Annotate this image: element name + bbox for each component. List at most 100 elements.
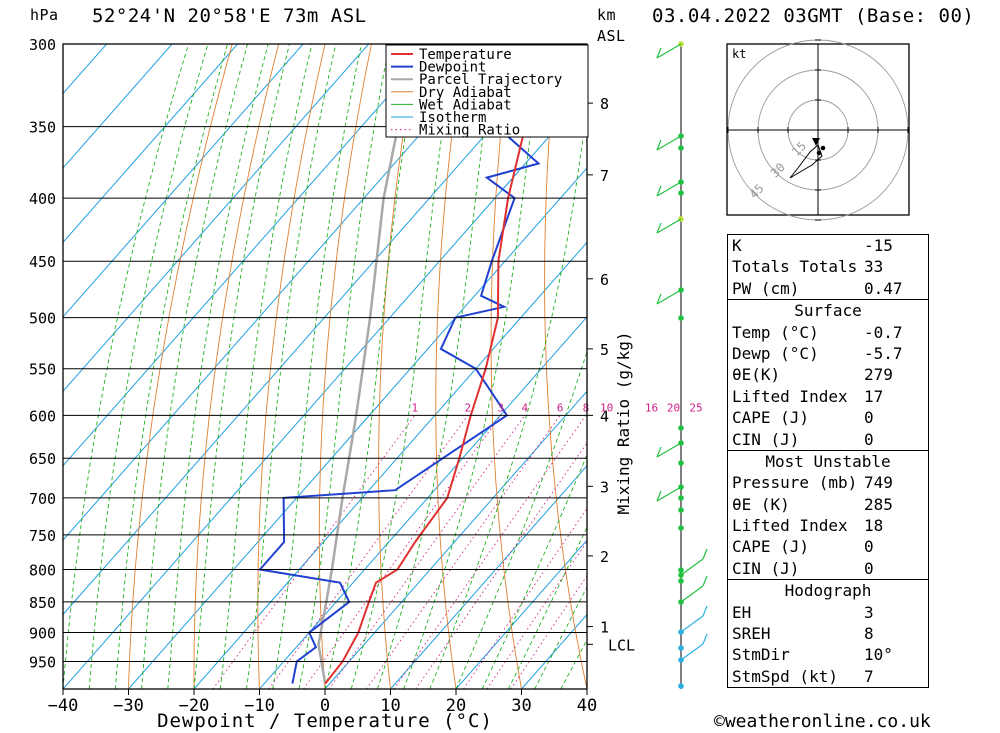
most-unstable-row: Lifted Index 18 bbox=[728, 515, 928, 536]
hodograph-row: SREH 8 bbox=[728, 623, 928, 644]
wind-level-dot bbox=[678, 460, 684, 466]
wind-level-dot bbox=[678, 578, 684, 584]
mixing-ratio-label: 8 bbox=[583, 401, 590, 414]
mixing-ratio-label: 20 bbox=[667, 401, 680, 414]
pressure-tick-label: 500 bbox=[29, 310, 56, 328]
pressure-tick-label: 350 bbox=[29, 119, 56, 137]
isotherm-line bbox=[128, 167, 587, 689]
wind-level-dot bbox=[678, 190, 684, 196]
index-value: -15 bbox=[864, 236, 893, 255]
dry-adiabat-line bbox=[128, 44, 233, 689]
dry-adiabat-line bbox=[490, 44, 522, 689]
most-unstable-row: CIN (J) 0 bbox=[728, 558, 928, 579]
plot-frame bbox=[62, 43, 588, 690]
hodograph-label: StmDir bbox=[732, 645, 790, 665]
wind-barb bbox=[656, 218, 682, 234]
wind-barb bbox=[680, 643, 704, 661]
wet-adiabat-line bbox=[403, 44, 543, 689]
x-tick-label: 20 bbox=[446, 696, 466, 716]
most-unstable-value: 0 bbox=[864, 537, 874, 557]
surface-value: 0 bbox=[864, 408, 874, 428]
x-tick-label: 40 bbox=[577, 696, 597, 716]
hodograph-row: StmDir 10° bbox=[728, 644, 928, 665]
wind-barb-flag bbox=[702, 605, 708, 617]
isotherm-line bbox=[63, 44, 369, 393]
wind-level-dot bbox=[678, 145, 684, 151]
wind-barb bbox=[656, 289, 682, 305]
height-unit-asl: ASL bbox=[597, 27, 626, 45]
wind-barb-flag bbox=[656, 185, 662, 197]
isotherm-line bbox=[63, 92, 587, 689]
mixing-ratio-label: 10 bbox=[600, 401, 613, 414]
dry-adiabat-line bbox=[257, 44, 326, 689]
datetime-title: 03.04.2022 03GMT (Base: 00) bbox=[652, 5, 975, 27]
isotherm-line bbox=[193, 241, 587, 689]
pressure-tick-label: 300 bbox=[29, 36, 56, 54]
height-km-label: 6 bbox=[600, 271, 609, 289]
surface-value: 0 bbox=[864, 429, 874, 449]
mixing-ratio-label: 1 bbox=[412, 401, 419, 414]
pressure-tick-label: 950 bbox=[29, 654, 56, 672]
isotherm-line bbox=[63, 44, 173, 169]
hodograph-title: Hodograph bbox=[784, 581, 872, 601]
hodograph-value: 7 bbox=[864, 666, 874, 686]
surface-label: θE(K) bbox=[732, 365, 781, 385]
wet-adiabat-line bbox=[481, 453, 587, 689]
wind-level-dot bbox=[678, 315, 684, 321]
mixing-ratio-label: 4 bbox=[521, 401, 528, 414]
isotherm-line bbox=[63, 44, 435, 467]
isotherm-line bbox=[390, 464, 587, 689]
hodograph-value: 8 bbox=[864, 624, 874, 644]
isotherm-line bbox=[324, 390, 587, 689]
pressure-tick-label: 550 bbox=[29, 361, 56, 379]
most-unstable-row: CAPE (J) 0 bbox=[728, 536, 928, 557]
legend-label: Dewpoint bbox=[419, 60, 486, 76]
height-km-label: 8 bbox=[600, 95, 609, 113]
most-unstable-label: CAPE (J) bbox=[732, 537, 810, 557]
surface-label: Lifted Index bbox=[732, 386, 848, 406]
wind-barb-flag bbox=[702, 575, 708, 587]
legend-label: Mixing Ratio bbox=[419, 123, 520, 139]
index-row: Totals Totals 33 bbox=[728, 256, 928, 277]
height-km-label: 2 bbox=[600, 548, 609, 566]
mixing-ratio-line bbox=[212, 415, 416, 689]
isotherm-line bbox=[63, 44, 304, 318]
wind-level-dot bbox=[678, 425, 684, 431]
wind-barb-flag bbox=[656, 446, 662, 458]
pressure-tick-label: 800 bbox=[29, 561, 56, 579]
wet-adiabat-line bbox=[350, 44, 457, 689]
surface-label: Temp (°C) bbox=[732, 322, 819, 342]
index-label: Totals Totals bbox=[732, 257, 858, 277]
mixing-ratio-label: 16 bbox=[645, 401, 658, 414]
mixing-ratio-line bbox=[486, 540, 587, 689]
wet-adiabat-line bbox=[272, 44, 362, 689]
index-label: PW (cm) bbox=[732, 278, 800, 298]
pressure-tick-label: 650 bbox=[29, 450, 56, 468]
most-unstable-section: Most Unstable Pressure (mb) 749 θE (K) 285 L… bbox=[728, 449, 928, 579]
mixing-ratio-line bbox=[268, 415, 469, 689]
dry-adiabat-line bbox=[435, 44, 465, 689]
height-unit-km: km bbox=[597, 6, 617, 24]
legend-label: Wet Adiabat bbox=[419, 97, 512, 113]
hodograph-section: Hodograph EH 3 SREH 8 StmDir 10° StmSpd (kt) 7 bbox=[728, 579, 928, 687]
wind-barb bbox=[680, 558, 704, 576]
hodograph-label: StmSpd (kt) bbox=[732, 666, 838, 686]
wind-barb bbox=[680, 615, 704, 633]
wind-level-dot bbox=[678, 495, 684, 501]
hodograph-value: 10° bbox=[864, 645, 893, 665]
temperature-line bbox=[324, 44, 547, 685]
pressure-tick-label: 900 bbox=[29, 625, 56, 643]
index-value: 33 bbox=[864, 257, 884, 277]
parcel-trajectory-line bbox=[317, 44, 416, 684]
height-km-label: 7 bbox=[600, 167, 609, 185]
wind-barb bbox=[656, 442, 682, 458]
surface-row: Temp (°C) -0.7 bbox=[728, 322, 928, 343]
height-km-label: 1 bbox=[600, 619, 609, 637]
wind-level-dot bbox=[678, 567, 684, 573]
wind-barb-flag bbox=[656, 222, 662, 234]
wind-level-dot bbox=[678, 683, 684, 689]
wet-adiabat-line bbox=[219, 44, 313, 689]
hodograph-label: EH bbox=[732, 602, 752, 622]
most-unstable-label: Pressure (mb) bbox=[732, 473, 858, 493]
